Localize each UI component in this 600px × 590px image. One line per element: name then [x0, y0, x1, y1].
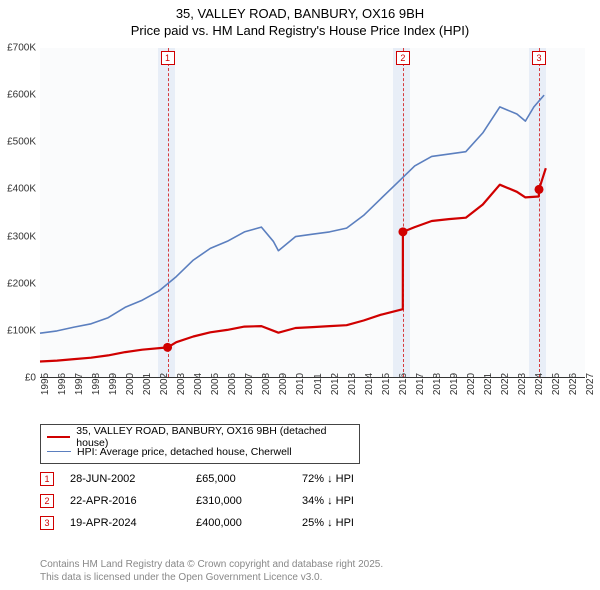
footer-line2: This data is licensed under the Open Gov…: [40, 572, 585, 585]
x-tick-label: 2018: [432, 373, 443, 395]
x-tick-label: 2000: [125, 373, 136, 395]
series-hpi: [40, 95, 544, 333]
sale-price: £65,000: [196, 473, 286, 485]
plot-svg: [40, 48, 585, 377]
series-price_paid: [40, 168, 546, 361]
sale-badge: 3: [40, 516, 54, 530]
x-tick-label: 2025: [551, 373, 562, 395]
x-tick-label: 2026: [568, 373, 579, 395]
sale-marker-dot: [535, 185, 544, 194]
x-tick-label: 2004: [193, 373, 204, 395]
x-tick-label: 2013: [347, 373, 358, 395]
title-line2: Price paid vs. HM Land Registry's House …: [0, 23, 600, 38]
x-tick-label: 1996: [57, 373, 68, 395]
x-tick-label: 2017: [415, 373, 426, 395]
footer-line1: Contains HM Land Registry data © Crown c…: [40, 559, 585, 572]
x-tick-label: 2003: [176, 373, 187, 395]
x-tick-label: 2001: [142, 373, 153, 395]
x-tick-label: 2009: [278, 373, 289, 395]
x-tick-label: 2002: [159, 373, 170, 395]
y-tick-label: £300K: [7, 231, 36, 242]
x-tick-label: 2006: [227, 373, 238, 395]
x-tick-label: 2014: [364, 373, 375, 395]
sale-row: 1 28-JUN-2002 £65,000 72% ↓ HPI: [40, 468, 585, 490]
sale-marker-badge: 3: [532, 51, 546, 65]
footer-note: Contains HM Land Registry data © Crown c…: [40, 559, 585, 584]
x-tick-label: 2024: [534, 373, 545, 395]
x-tick-label: 2005: [210, 373, 221, 395]
sale-marker-dot: [163, 343, 172, 352]
x-tick-label: 2012: [330, 373, 341, 395]
legend-row: 35, VALLEY ROAD, BANBURY, OX16 9BH (deta…: [47, 429, 353, 444]
x-tick-label: 2020: [466, 373, 477, 395]
x-tick-label: 1998: [91, 373, 102, 395]
x-tick-label: 2015: [381, 373, 392, 395]
sale-price: £310,000: [196, 495, 286, 507]
sale-date: 19-APR-2024: [70, 517, 180, 529]
y-tick-label: £400K: [7, 184, 36, 195]
x-tick-label: 1997: [74, 373, 85, 395]
x-tick-label: 2016: [398, 373, 409, 395]
x-tick-label: 2008: [261, 373, 272, 395]
sale-marker-badge: 2: [396, 51, 410, 65]
y-tick-label: £700K: [7, 43, 36, 54]
x-tick-label: 2027: [585, 373, 596, 395]
sale-diff: 34% ↓ HPI: [302, 495, 452, 507]
legend-swatch: [47, 436, 70, 438]
sale-badge: 2: [40, 494, 54, 508]
sale-price: £400,000: [196, 517, 286, 529]
x-tick-label: 1995: [40, 373, 51, 395]
sale-badge: 1: [40, 472, 54, 486]
x-tick-label: 2010: [295, 373, 306, 395]
sale-row: 2 22-APR-2016 £310,000 34% ↓ HPI: [40, 490, 585, 512]
chart-area: 1 2 3: [40, 48, 585, 378]
sale-marker-badge: 1: [161, 51, 175, 65]
legend-box: 35, VALLEY ROAD, BANBURY, OX16 9BH (deta…: [40, 424, 360, 464]
legend-swatch: [47, 451, 71, 452]
y-tick-label: £0: [25, 373, 36, 384]
title-block: 35, VALLEY ROAD, BANBURY, OX16 9BH Price…: [0, 6, 600, 38]
sales-table: 1 28-JUN-2002 £65,000 72% ↓ HPI 2 22-APR-2016…: [40, 468, 585, 534]
x-tick-label: 2007: [244, 373, 255, 395]
sale-date: 28-JUN-2002: [70, 473, 180, 485]
y-axis: £0£100K£200K£300K£400K£500K£600K£700K: [0, 48, 40, 378]
title-line1: 35, VALLEY ROAD, BANBURY, OX16 9BH: [0, 6, 600, 21]
x-tick-label: 2022: [500, 373, 511, 395]
x-axis: 1995199619971998199920002001200220032004…: [40, 380, 585, 420]
x-tick-label: 2011: [313, 373, 324, 395]
legend-label: HPI: Average price, detached house, Cher…: [77, 446, 292, 458]
x-tick-label: 1999: [108, 373, 119, 395]
y-tick-label: £100K: [7, 325, 36, 336]
x-tick-label: 2019: [449, 373, 460, 395]
y-tick-label: £200K: [7, 278, 36, 289]
sale-marker-dot: [398, 227, 407, 236]
sale-diff: 72% ↓ HPI: [302, 473, 452, 485]
x-tick-label: 2023: [517, 373, 528, 395]
sale-row: 3 19-APR-2024 £400,000 25% ↓ HPI: [40, 512, 585, 534]
chart-container: 35, VALLEY ROAD, BANBURY, OX16 9BH Price…: [0, 0, 600, 590]
x-tick-label: 2021: [483, 373, 494, 395]
y-tick-label: £600K: [7, 90, 36, 101]
sale-diff: 25% ↓ HPI: [302, 517, 452, 529]
sale-date: 22-APR-2016: [70, 495, 180, 507]
y-tick-label: £500K: [7, 137, 36, 148]
